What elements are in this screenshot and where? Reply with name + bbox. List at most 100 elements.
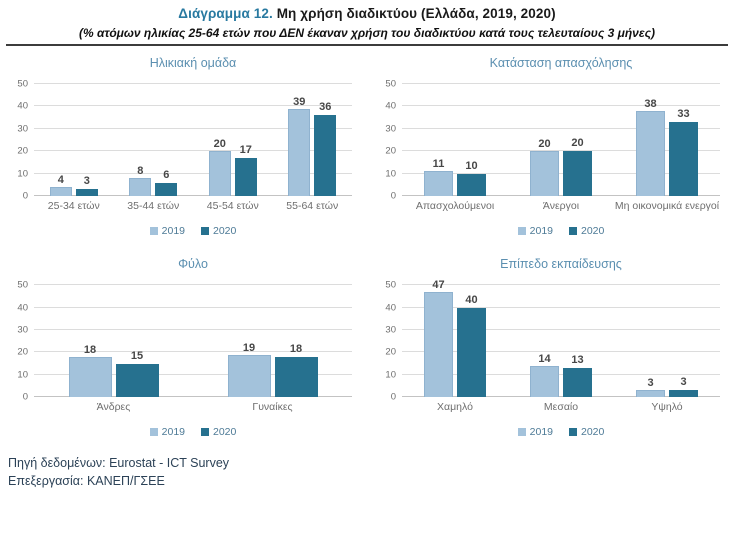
bar-value-label: 19: [242, 341, 256, 354]
chart-legend: 2019 2020: [10, 426, 352, 438]
bar-value-label: 17: [239, 143, 252, 156]
bar-value-label: 3: [83, 175, 90, 188]
y-tick-label: 10: [17, 168, 28, 180]
gridline: [34, 284, 352, 286]
bar-2019: 14: [530, 353, 559, 398]
bar-groups: 11 10 20 20 38 33: [402, 84, 720, 196]
figure-footer: Πηγή δεδομένων: Eurostat - ICT Survey Επ…: [8, 454, 728, 490]
chart-3: Φύλο 0 10 20 30 40 50 18 15 19 18 Άνδρες Γυναίκες 201…: [10, 257, 352, 438]
y-axis: 0 10 20 30 40 50: [10, 280, 34, 403]
gridline: [34, 127, 352, 129]
chart-title: Ηλικιακή ομάδα: [149, 56, 237, 70]
legend-label: 2019: [161, 426, 185, 439]
y-tick-label: 10: [385, 168, 396, 180]
bar-group: 20 17: [193, 84, 273, 196]
bar-2020: 3: [75, 175, 98, 196]
bar-2020: 33: [669, 108, 698, 196]
bar-group: 20 20: [508, 84, 614, 196]
y-tick-label: 50: [17, 78, 28, 90]
y-tick-label: 40: [385, 302, 396, 314]
chart-body: 0 10 20 30 40 50 47 40 14 13 3 3: [378, 279, 720, 403]
bar-value-label: 20: [213, 138, 226, 151]
y-tick-label: 0: [22, 190, 28, 202]
legend-item-2020: 2020: [569, 225, 604, 237]
bar-value-label: 8: [137, 165, 144, 178]
gridline: [402, 351, 720, 353]
legend-swatch-icon: [517, 428, 526, 437]
legend-item-2019: 2019: [149, 426, 185, 439]
gridline: [34, 105, 352, 107]
y-tick-label: 20: [17, 145, 28, 157]
legend-label: 2019: [529, 225, 553, 238]
figure-subtitle: (% ατόμων ηλικίας 25-64 ετών που ΔΕΝ έκα…: [79, 26, 655, 40]
bar-2020: 36: [314, 101, 337, 196]
y-tick-label: 50: [385, 78, 396, 90]
header-divider: [6, 44, 728, 46]
bar-value-label: 38: [644, 97, 657, 110]
gridline: [402, 127, 720, 129]
y-tick-label: 40: [17, 302, 28, 314]
y-tick-label: 40: [385, 100, 396, 112]
legend-item-2019: 2019: [517, 225, 553, 238]
bar-group: 39 36: [273, 84, 353, 196]
chart-body: 0 10 20 30 40 50 11 10 20 20 38 33: [378, 79, 720, 202]
x-axis-labels: Χαμηλό Μεσαίο Υψηλό: [402, 401, 720, 414]
x-category-label: Μεσαίο: [543, 401, 579, 414]
gridline: [34, 373, 352, 375]
bar-value-label: 33: [677, 108, 690, 121]
bar-2019: 8: [129, 165, 152, 196]
charts-grid: Ηλικιακή ομάδα 0 10 20 30 40 50 4 3 8 6 20 17 39 36 25-…: [10, 56, 720, 438]
legend-swatch-icon: [201, 227, 209, 236]
legend-label: 2020: [581, 225, 605, 238]
y-tick-label: 50: [17, 279, 28, 291]
bar-2020: 15: [115, 350, 159, 398]
legend-label: 2020: [581, 426, 605, 439]
gridline: [402, 83, 720, 84]
plot-area: 4 3 8 6 20 17 39 36: [34, 83, 353, 196]
plot-area: 11 10 20 20 38 33: [402, 83, 720, 196]
y-tick-label: 30: [17, 123, 28, 135]
bar-value-label: 6: [163, 168, 170, 181]
bar-value-label: 14: [538, 352, 551, 365]
bar-2019: 11: [424, 158, 453, 196]
y-tick-label: 20: [17, 346, 28, 358]
chart-1: Ηλικιακή ομάδα 0 10 20 30 40 50 4 3 8 6 20 17 39 36 25-…: [10, 56, 352, 237]
y-axis: 0 10 20 30 40 50: [378, 280, 402, 403]
bar-value-label: 18: [289, 342, 303, 355]
chart-4: Επίπεδο εκπαίδευσης 0 10 20 30 40 50 47 40 14 13 3 3…: [378, 257, 720, 438]
bar-value-label: 13: [571, 354, 584, 367]
y-tick-label: 0: [22, 391, 28, 403]
x-category-label: Άνδρες: [96, 401, 131, 414]
bar-2019: 3: [636, 377, 665, 398]
chart-title: Επίπεδο εκπαίδευσης: [500, 257, 622, 272]
x-category-label: Μη οικονομικά ενεργοί: [614, 200, 720, 212]
bar-value-label: 18: [83, 343, 97, 356]
chart-legend: 2019 2020: [378, 426, 720, 438]
y-tick-label: 20: [385, 346, 396, 358]
x-category-label: 25-34 ετών: [47, 200, 100, 212]
y-tick-label: 40: [17, 100, 28, 112]
bar-2020: 40: [457, 294, 486, 398]
legend-label: 2020: [213, 225, 237, 238]
x-axis-labels: Απασχολούμενοι Άνεργοι Μη οικονομικά ενεργ…: [402, 200, 720, 213]
y-axis: 0 10 20 30 40 50: [378, 79, 402, 202]
processing-line: Επεξεργασία: ΚΑΝΕΠ/ΓΣΕΕ: [8, 474, 165, 489]
bar-group: 47 40: [402, 279, 508, 398]
gridline: [402, 396, 720, 398]
bar-2019: 19: [227, 342, 271, 398]
gridline: [34, 83, 352, 84]
bar-2019: 20: [208, 138, 231, 196]
legend-swatch-icon: [149, 227, 158, 236]
chart-title: Κατάσταση απασχόλησης: [489, 56, 633, 70]
bar-value-label: 3: [647, 377, 654, 390]
chart-2: Κατάσταση απασχόλησης 0 10 20 30 40 50 11 10 20 20…: [378, 56, 720, 237]
x-category-label: Άνεργοι: [542, 200, 580, 212]
x-category-label: Υψηλό: [651, 401, 683, 414]
bar-2019: 20: [530, 138, 559, 196]
x-category-label: 45-54 ετών: [206, 200, 259, 212]
gridline: [34, 195, 352, 196]
legend-swatch-icon: [201, 428, 209, 437]
x-category-label: 55-64 ετών: [286, 200, 339, 212]
